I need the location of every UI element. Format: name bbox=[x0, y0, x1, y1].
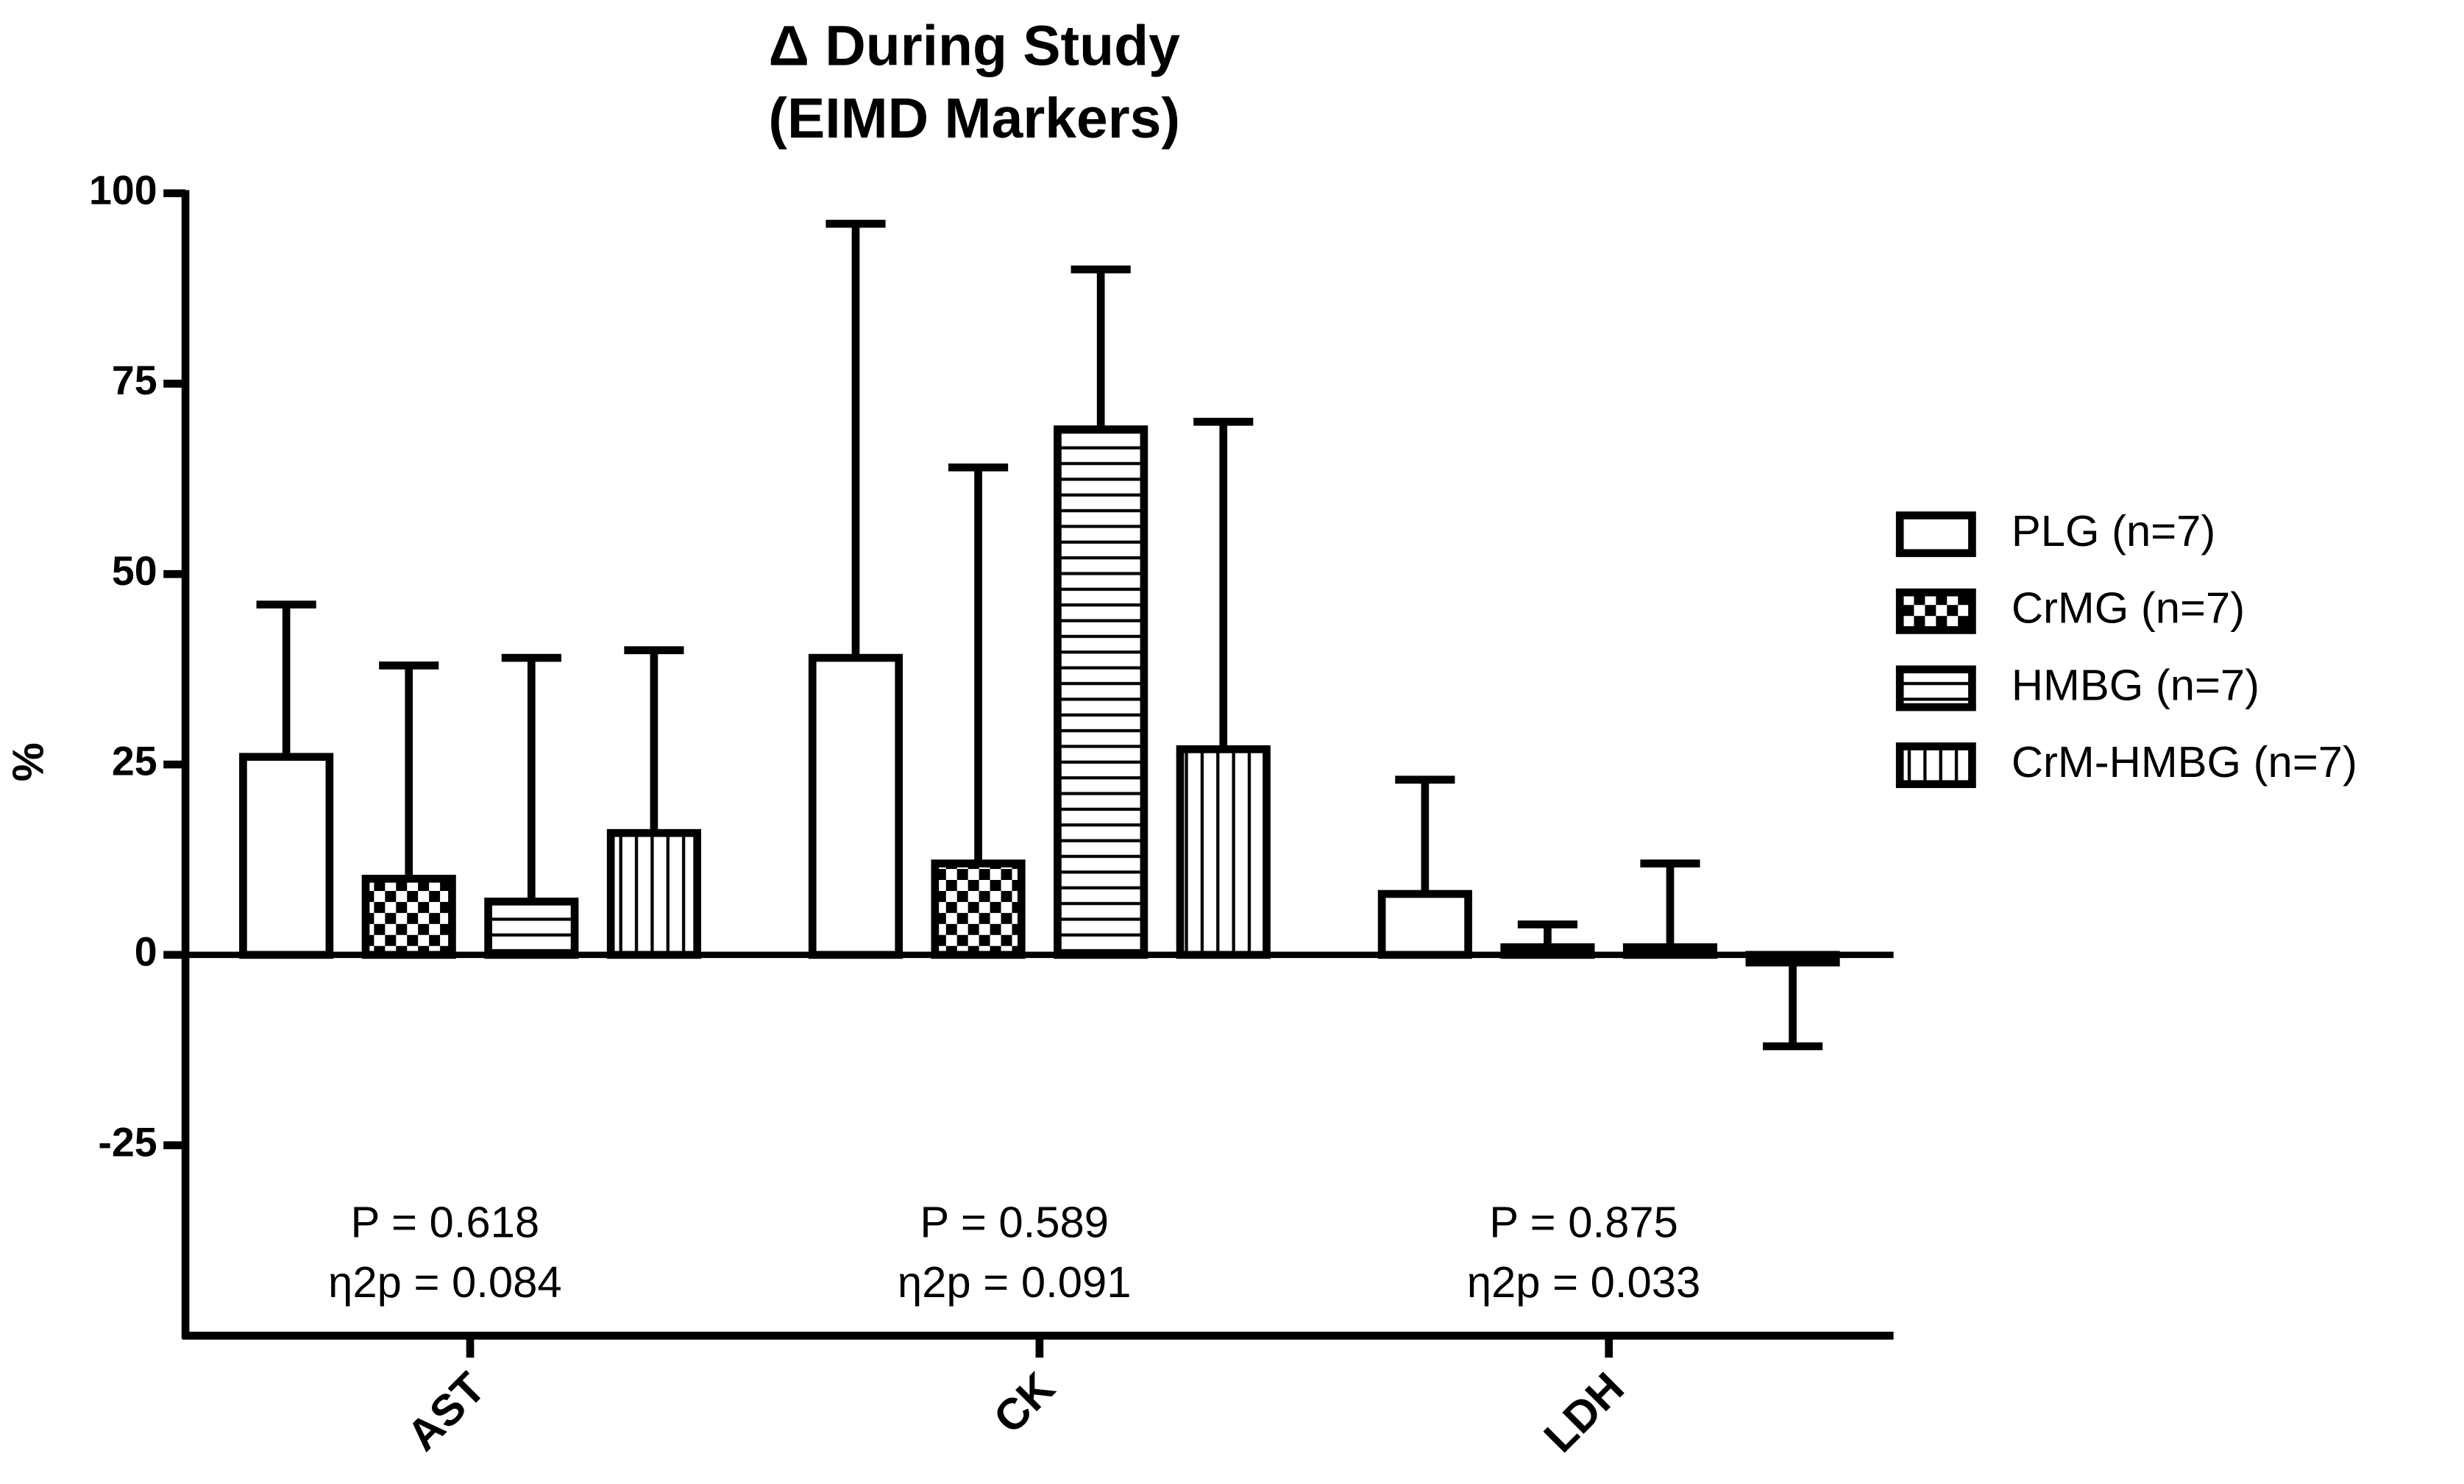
legend-label: PLG (n=7) bbox=[2012, 506, 2216, 555]
annotation: P = 0.875 bbox=[1489, 1198, 1678, 1247]
bar bbox=[361, 874, 456, 959]
bar bbox=[808, 653, 903, 959]
x-tick-label: CK bbox=[984, 1363, 1064, 1442]
legend-label: CrMG (n=7) bbox=[2012, 583, 2245, 633]
annotation: η2p = 0.033 bbox=[1467, 1257, 1701, 1307]
y-tick-label: 75 bbox=[112, 358, 157, 403]
legend-swatch bbox=[1895, 588, 1976, 634]
legend-swatch bbox=[1895, 665, 1976, 711]
y-tick-label: 50 bbox=[112, 548, 157, 594]
annotation: P = 0.589 bbox=[920, 1198, 1109, 1247]
y-tick-label: -25 bbox=[98, 1119, 157, 1165]
annotation: P = 0.618 bbox=[351, 1198, 540, 1247]
bar bbox=[1176, 745, 1271, 959]
x-tick-label: AST bbox=[397, 1363, 494, 1460]
y-axis-label: % bbox=[4, 742, 53, 781]
bar bbox=[1377, 890, 1472, 959]
legend-label: CrM-HMBG (n=7) bbox=[2012, 737, 2357, 787]
chart-title: (EIMD Markers) bbox=[768, 87, 1180, 150]
bar bbox=[1054, 425, 1148, 959]
y-tick-label: 0 bbox=[135, 929, 157, 974]
annotation: η2p = 0.084 bbox=[328, 1257, 562, 1307]
legend-label: HMBG (n=7) bbox=[2012, 660, 2259, 709]
bar bbox=[606, 828, 701, 959]
bar bbox=[931, 859, 1026, 959]
y-tick-label: 25 bbox=[112, 739, 157, 784]
chart-title: Δ During Study bbox=[769, 15, 1180, 78]
annotation: η2p = 0.091 bbox=[898, 1257, 1132, 1307]
bar bbox=[239, 753, 334, 959]
y-tick-label: 100 bbox=[89, 167, 157, 213]
legend-swatch bbox=[1895, 742, 1976, 789]
bar bbox=[484, 898, 579, 959]
x-tick-label: LDH bbox=[1535, 1363, 1633, 1461]
legend-swatch bbox=[1895, 511, 1976, 558]
